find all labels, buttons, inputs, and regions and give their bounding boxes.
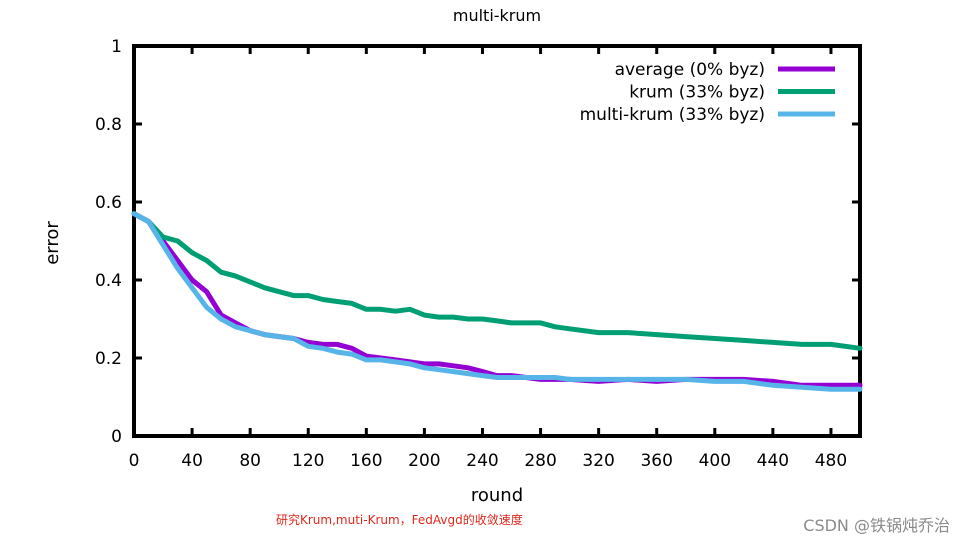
plot-frame <box>132 44 862 438</box>
axis-ticks: 0 40 80 120 160 200 240 280 320 360 400 440 480 0 0.2 0… <box>95 37 860 471</box>
x-tick-label: 400 <box>699 451 731 471</box>
y-tick-label: 0 <box>111 427 122 447</box>
chart-title: multi-krum <box>453 6 541 25</box>
legend-label: average (0% byz) <box>615 60 765 80</box>
y-axis-label: error <box>42 221 63 265</box>
figure-caption: 研究Krum,muti-Krum，FedAvgd的收敛速度 <box>276 513 523 527</box>
y-tick-label: 0.8 <box>95 115 122 135</box>
y-tick-label: 1 <box>111 37 122 57</box>
x-tick-label: 280 <box>524 451 556 471</box>
series-line-1 <box>131 211 863 388</box>
x-tick-label: 80 <box>239 451 261 471</box>
series-line-3 <box>131 211 863 392</box>
series-lines <box>131 211 863 392</box>
x-tick-label: 0 <box>129 451 140 471</box>
legend: average (0% byz) krum (33% byz)multi-krum… <box>580 60 835 125</box>
y-tick-label: 0.4 <box>95 271 122 291</box>
y-tick-label: 0.6 <box>95 193 122 213</box>
x-tick-label: 240 <box>466 451 498 471</box>
watermark: CSDN @铁锅炖乔治 <box>803 516 950 535</box>
x-tick-label: 120 <box>292 451 324 471</box>
x-tick-label: 40 <box>181 451 203 471</box>
x-tick-label: 360 <box>640 451 672 471</box>
x-tick-label: 440 <box>757 451 789 471</box>
x-axis-label: round <box>471 485 523 506</box>
plot-area <box>132 44 862 438</box>
y-tick-label: 0.2 <box>95 349 122 369</box>
legend-label: multi-krum (33% byz) <box>580 105 765 125</box>
x-tick-label: 320 <box>582 451 614 471</box>
x-tick-label: 480 <box>815 451 847 471</box>
x-tick-label: 160 <box>350 451 382 471</box>
x-tick-label: 200 <box>408 451 440 471</box>
legend-label: krum (33% byz) <box>629 83 765 103</box>
series-line-2 <box>131 211 863 351</box>
